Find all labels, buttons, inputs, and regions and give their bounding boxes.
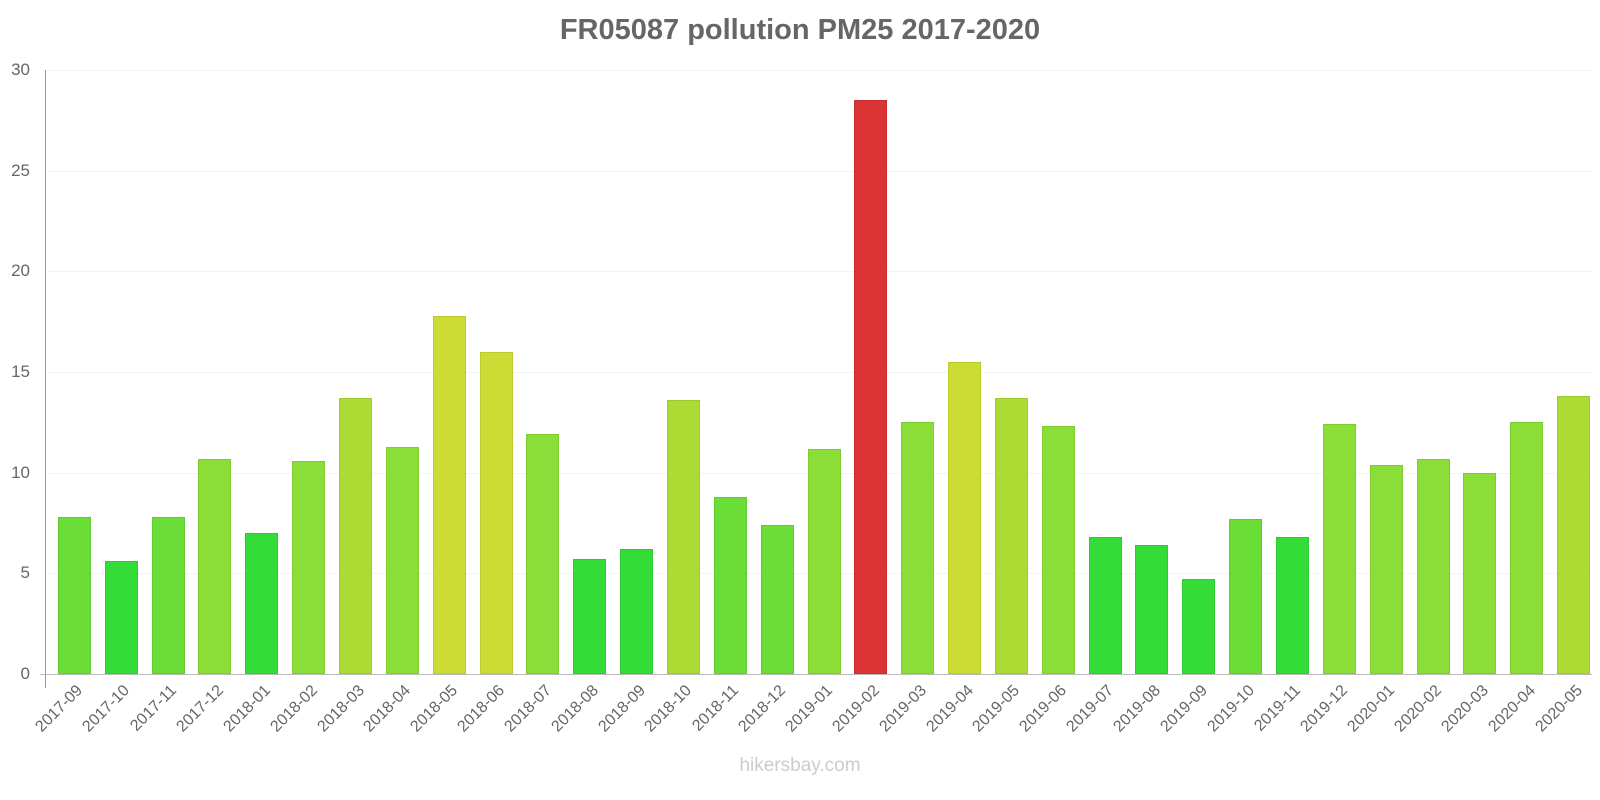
y-tick-label: 10	[11, 462, 30, 482]
gridline	[46, 271, 1592, 273]
y-tick-label: 20	[11, 261, 30, 281]
bar-2018-08[interactable]	[573, 559, 607, 674]
bar-2018-10[interactable]	[666, 400, 700, 674]
bar-2017-11[interactable]	[151, 516, 185, 674]
bar-2019-11[interactable]	[1275, 537, 1309, 674]
x-axis-line	[40, 674, 1592, 675]
bar-2020-03[interactable]	[1463, 472, 1497, 674]
gridline	[46, 372, 1592, 373]
bar-2018-01[interactable]	[245, 533, 279, 674]
bar-2019-12[interactable]	[1322, 424, 1356, 674]
bar-2019-07[interactable]	[1088, 537, 1122, 674]
y-tick-label: 25	[11, 160, 30, 180]
bar-2019-02[interactable]	[854, 100, 888, 674]
bar-2018-03[interactable]	[339, 398, 372, 674]
y-tick-label: 5	[20, 563, 30, 583]
bar-2019-01[interactable]	[807, 448, 841, 674]
bar-2019-04[interactable]	[948, 361, 982, 674]
bar-2019-10[interactable]	[1229, 518, 1263, 674]
y-tick-label: 0	[20, 664, 30, 683]
bar-2019-05[interactable]	[994, 398, 1028, 674]
bar-2018-02[interactable]	[292, 460, 326, 674]
bar-2018-07[interactable]	[526, 434, 560, 674]
bar-2017-09[interactable]	[57, 516, 91, 674]
bar-2019-08[interactable]	[1135, 545, 1169, 674]
bar-2019-06[interactable]	[1041, 426, 1075, 674]
y-axis-line	[45, 70, 46, 688]
bar-2017-12[interactable]	[198, 458, 232, 674]
bar-2019-03[interactable]	[901, 422, 935, 674]
bar-2018-04[interactable]	[385, 446, 419, 674]
plot-area	[46, 70, 1592, 675]
y-tick-label: 15	[11, 362, 30, 381]
bar-2019-09[interactable]	[1182, 579, 1216, 674]
y-tick-label: 30	[11, 60, 30, 79]
bar-2017-10[interactable]	[104, 561, 138, 674]
bar-2020-02[interactable]	[1416, 458, 1450, 674]
bar-2018-06[interactable]	[479, 351, 513, 674]
bar-2018-05[interactable]	[432, 315, 466, 674]
chart-title: FR05087 pollution PM25 2017-2020	[559, 14, 1041, 46]
bar-2020-01[interactable]	[1369, 464, 1403, 674]
bar-2018-12[interactable]	[760, 525, 794, 674]
gridline	[46, 170, 1592, 172]
bar-2020-05[interactable]	[1557, 396, 1591, 674]
watermark: hikersbay.com	[739, 755, 861, 776]
bar-2018-11[interactable]	[713, 496, 747, 674]
bar-2018-09[interactable]	[620, 549, 654, 674]
bar-2020-04[interactable]	[1510, 422, 1544, 674]
gridline	[46, 70, 1592, 71]
